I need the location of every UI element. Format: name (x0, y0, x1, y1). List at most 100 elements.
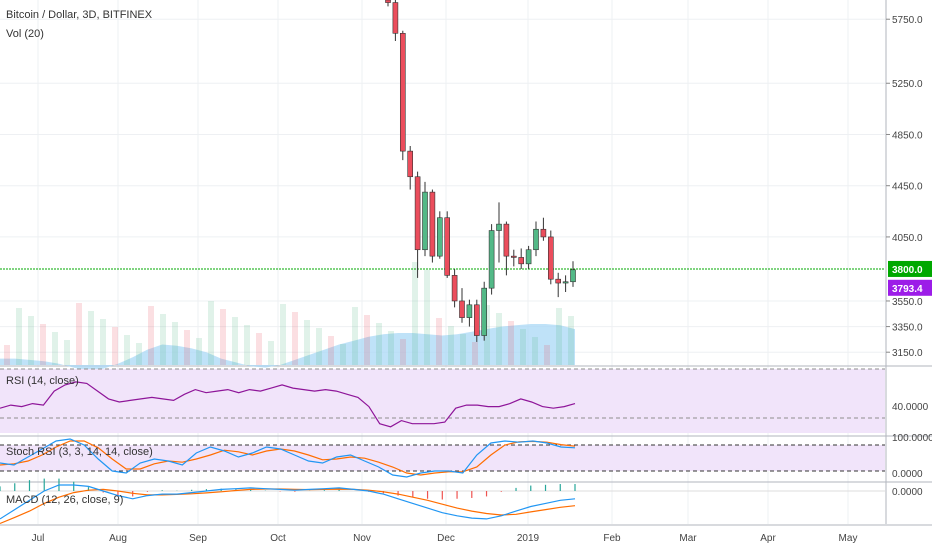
volume-bar (40, 324, 46, 365)
candle-body (429, 191, 436, 257)
volume-bar (460, 334, 466, 365)
volume-bar (16, 308, 22, 365)
candle-body (562, 281, 569, 284)
candle-body (533, 228, 539, 251)
stoch-axis-label-top: 100.0000 (892, 433, 932, 444)
candle-body (436, 217, 443, 257)
stoch-k-line (0, 438, 576, 478)
rsi-pane (0, 368, 885, 433)
candle-body (385, 0, 391, 3)
volume-legend: Vol (20) (6, 28, 44, 40)
candle-body (407, 150, 414, 178)
volume-bar (568, 316, 574, 365)
volume-bar (52, 332, 58, 365)
volume-bar (340, 344, 346, 365)
rsi-line (0, 381, 576, 428)
candle-body (481, 287, 488, 336)
time-axis-label: May (839, 533, 858, 544)
hline-price-badge (888, 260, 932, 277)
chart-grid (0, 0, 885, 524)
price-axis-label: 3150.0 (892, 348, 923, 359)
volume-bar (364, 315, 370, 365)
volume-bar (280, 304, 286, 365)
price-axis-label: 4050.0 (892, 233, 923, 244)
candle-body (414, 176, 421, 251)
candle-body (525, 249, 532, 265)
volume-bar (424, 270, 430, 365)
price-axis-label: 4850.0 (892, 130, 923, 141)
volume-bar (28, 316, 34, 365)
volume-bar (292, 312, 298, 365)
volume-ma-area (0, 324, 575, 372)
candle-body (473, 304, 480, 336)
volume-bar (244, 325, 250, 365)
last-price-label: 3793.4 (892, 284, 923, 295)
symbol-title: Bitcoin / Dollar, 3D, BITFINEX (6, 9, 153, 21)
candle-body (451, 275, 458, 302)
volume-bar (436, 318, 442, 365)
volume-bar (196, 338, 202, 365)
volume-bar (172, 322, 178, 365)
volume-bar (472, 342, 478, 365)
volume-bar (124, 335, 130, 365)
time-axis-label: Dec (437, 533, 455, 544)
candle-body (422, 191, 428, 251)
volume-bar (136, 343, 142, 365)
time-axis-label: Nov (353, 533, 371, 544)
volume-bar (160, 314, 166, 365)
candle-body (510, 255, 517, 258)
volume-bar (448, 326, 454, 365)
stoch-d-line (0, 440, 576, 476)
volume-histogram (0, 262, 575, 372)
candle-body (540, 228, 547, 238)
price-axis-label: 3350.0 (892, 323, 923, 334)
volume-bar (412, 262, 418, 365)
volume-bar (388, 331, 394, 365)
volume-bar (208, 301, 214, 365)
macd-pane (0, 478, 885, 525)
price-axis-label: 4450.0 (892, 182, 923, 193)
indicator-panels (0, 0, 932, 526)
volume-bar (76, 303, 82, 365)
time-axis-label: Mar (679, 533, 697, 544)
candle-body (547, 236, 554, 280)
volume-bar (64, 340, 70, 365)
price-axis-label: 5250.0 (892, 79, 923, 90)
volume-bar (316, 328, 322, 365)
volume-bar (4, 345, 10, 365)
time-axis-label: Feb (603, 533, 621, 544)
time-axis-label: 2019 (517, 533, 540, 544)
volume-bar (544, 345, 550, 365)
price-axis-label: 5750.0 (892, 15, 923, 26)
time-axis-label: Oct (270, 533, 286, 544)
macd-legend: MACD (12, 26, close, 9) (6, 494, 124, 506)
time-axis-label: Jul (32, 533, 45, 544)
volume-bar (184, 330, 190, 365)
volume-bar (400, 339, 406, 365)
candle-body (518, 257, 525, 265)
time-axis-label: Sep (189, 533, 207, 544)
candle-body (488, 230, 495, 289)
rsi-legend: RSI (14, close) (6, 375, 79, 387)
last-price-badge (888, 279, 932, 296)
macd-line (0, 484, 576, 520)
volume-bar (112, 327, 118, 365)
volume-bar (496, 313, 502, 365)
volume-bar (220, 309, 226, 365)
candle-body (466, 304, 473, 318)
candle-body (570, 269, 576, 283)
candlestick-series (0, 0, 885, 342)
candle-body (399, 32, 406, 152)
time-axis-label: Apr (760, 533, 776, 544)
macd-axis-label: 0.0000 (892, 487, 923, 498)
price-axis-label: 3550.0 (892, 297, 923, 308)
volume-bar (88, 311, 94, 365)
volume-bar (532, 337, 538, 365)
candle-body (496, 223, 502, 231)
rsi-band (0, 369, 885, 433)
stoch-axis-label-bottom: 0.0000 (892, 469, 923, 480)
candle-body (392, 2, 399, 34)
candle-body (555, 278, 562, 284)
volume-bar (328, 336, 334, 365)
